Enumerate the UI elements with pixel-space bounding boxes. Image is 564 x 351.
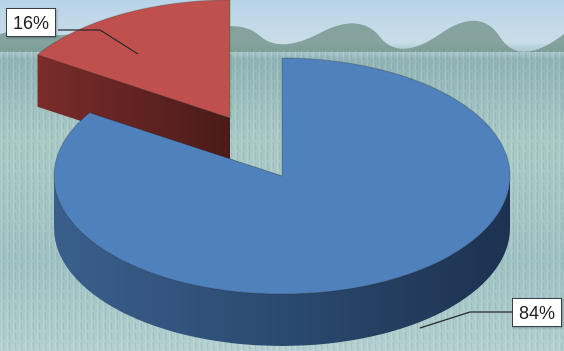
data-label-small-slice: 16% — [6, 8, 57, 37]
leader-line-large-slice — [419, 311, 512, 329]
pie-slice-top — [53, 57, 511, 295]
pie-slice-cut-face — [37, 54, 231, 170]
pie-slice-2 — [53, 57, 511, 346]
pie-slice-side-wall — [54, 176, 510, 346]
leader-line-small-slice — [58, 29, 139, 55]
data-label-large-slice: 84% — [512, 298, 563, 327]
